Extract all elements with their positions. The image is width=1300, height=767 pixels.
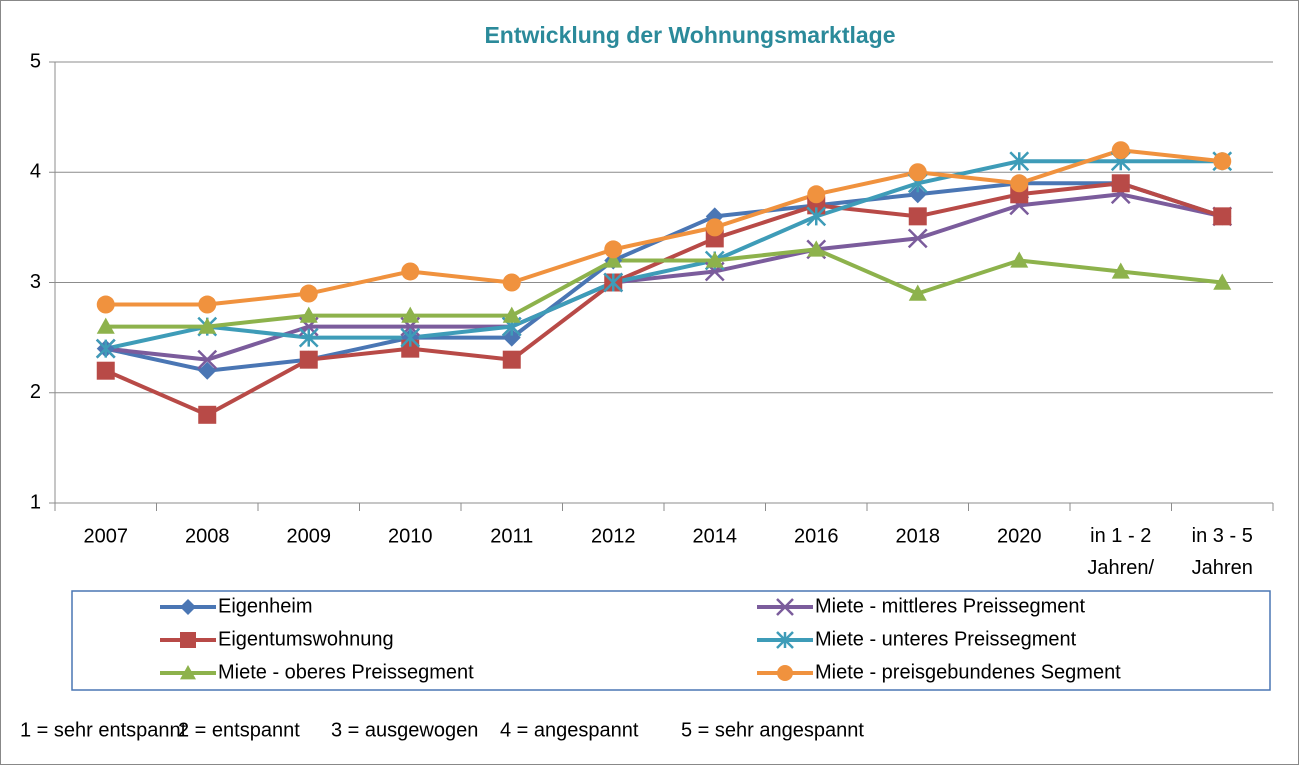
marker <box>198 405 217 424</box>
legend-box <box>71 590 1271 691</box>
x-tick-label: in 1 - 2 Jahren/ <box>1087 525 1154 579</box>
x-tick-label: 2018 <box>896 525 941 547</box>
marker <box>1213 273 1232 290</box>
marker <box>907 228 928 249</box>
marker <box>806 206 827 227</box>
x-tick-label: 2012 <box>591 525 636 547</box>
marker <box>1009 151 1030 172</box>
footnote: 2 = entspannt <box>178 719 300 741</box>
marker <box>502 306 521 323</box>
y-tick-label: 2 <box>30 381 41 403</box>
marker <box>198 317 217 334</box>
y-tick-label: 5 <box>30 50 41 72</box>
marker <box>908 163 927 182</box>
marker <box>401 306 420 323</box>
marker <box>776 598 794 616</box>
marker <box>502 350 521 369</box>
marker <box>299 350 318 369</box>
footnote: 4 = angespannt <box>500 719 639 741</box>
x-tick-label: 2014 <box>693 525 738 547</box>
marker <box>807 185 826 204</box>
chart-title: Entwicklung der Wohnungsmarktlage <box>484 22 895 48</box>
legend-label: Miete - unteres Preissegment <box>815 628 1077 650</box>
marker <box>95 338 116 359</box>
marker <box>1213 207 1232 226</box>
legend-label: Miete - mittleres Preissegment <box>815 595 1086 617</box>
marker <box>400 327 421 348</box>
marker <box>96 295 115 314</box>
marker <box>705 218 724 237</box>
marker <box>1111 262 1130 279</box>
y-tick-label: 1 <box>30 491 41 513</box>
marker <box>1213 152 1232 171</box>
marker <box>1010 174 1029 193</box>
footnote: 5 = sehr angespannt <box>681 719 864 741</box>
legend-label: Eigentumswohnung <box>218 628 394 650</box>
marker <box>502 328 521 347</box>
legend-label: Miete - preisgebundenes Segment <box>815 661 1121 683</box>
x-tick-label: in 3 - 5 Jahren <box>1192 525 1253 579</box>
marker <box>705 251 724 268</box>
marker <box>180 665 196 680</box>
marker <box>908 185 927 204</box>
marker <box>401 339 420 358</box>
series-line <box>105 247 1223 329</box>
marker <box>908 207 927 226</box>
marker <box>401 262 420 281</box>
marker <box>299 306 318 323</box>
marker <box>298 327 319 348</box>
marker <box>908 284 927 301</box>
x-tick-label: 2010 <box>388 525 433 547</box>
y-tick-label: 4 <box>30 161 41 183</box>
footnote: 1 = sehr entspannt <box>20 719 187 741</box>
x-tick-label: 2007 <box>84 525 129 547</box>
y-tick-label: 3 <box>30 271 41 293</box>
series-line <box>105 159 1223 351</box>
x-tick-label: 2009 <box>287 525 332 547</box>
marker <box>1111 174 1130 193</box>
x-tick-label: 2016 <box>794 525 839 547</box>
marker <box>777 665 793 681</box>
marker <box>180 632 196 648</box>
marker <box>604 251 623 268</box>
x-tick-label: 2020 <box>997 525 1042 547</box>
marker <box>299 284 318 303</box>
x-tick-label: 2011 <box>490 525 533 547</box>
series-line <box>105 148 1223 307</box>
marker <box>502 273 521 292</box>
marker <box>604 240 623 259</box>
marker <box>197 349 218 370</box>
x-tick-label: 2008 <box>185 525 230 547</box>
marker <box>198 295 217 314</box>
marker <box>96 317 115 334</box>
marker <box>96 361 115 380</box>
series-line <box>105 192 1223 362</box>
footnote: 3 = ausgewogen <box>331 719 478 741</box>
marker <box>198 361 217 380</box>
legend-label: Eigenheim <box>218 595 313 617</box>
marker <box>603 272 624 293</box>
marker <box>1010 251 1029 268</box>
marker <box>180 599 196 615</box>
marker <box>807 240 826 257</box>
marker <box>776 631 794 649</box>
marker <box>1111 141 1130 160</box>
legend-label: Miete - oberes Preissegment <box>218 661 474 683</box>
